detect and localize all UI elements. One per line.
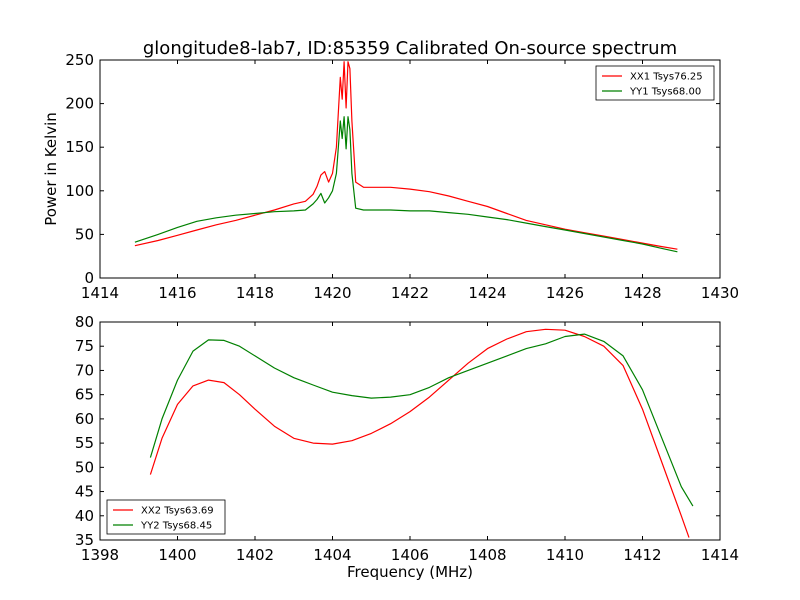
top-plot: 1414 1416 1418 1420 1422 1424 1426 1428 1430 0 50 1…	[42, 51, 739, 302]
series-line-2-1	[149, 328, 690, 538]
x-tick-label: 1418	[236, 284, 274, 302]
x-tick-label: 1408	[468, 546, 506, 564]
x-tick-label: 1402	[236, 546, 274, 564]
y-tick-label: 100	[65, 182, 94, 200]
y-tick-label: 60	[75, 410, 94, 428]
y-tick-label: 75	[75, 337, 94, 355]
x-tick-label: 1400	[158, 546, 196, 564]
series-line-2-2	[149, 333, 694, 507]
x-tick-label: 1420	[313, 284, 351, 302]
legend-entry: XX2 Tsys63.69	[141, 506, 214, 517]
y-tick-label: 65	[75, 386, 94, 404]
y-tick-label: 250	[65, 51, 94, 69]
x-tick-label: 1422	[391, 284, 429, 302]
x-tick-label: 1430	[701, 284, 739, 302]
x-axis-label: Frequency (MHz)	[347, 563, 473, 581]
x-tick-label: 1414	[701, 546, 739, 564]
x-tick-label: 1428	[623, 284, 661, 302]
y-tick-label: 50	[75, 458, 94, 476]
legend-box	[595, 65, 715, 101]
y-tick-label: 200	[65, 95, 94, 113]
legend: XX1 Tsys76.25 YY1 Tsys68.00	[595, 65, 715, 101]
y-tick-label: 55	[75, 434, 94, 452]
series-line-1-1	[134, 61, 678, 250]
bottom-plot: 1398 1400 1402 1404 1406 1408 1410 1412 1414 35 40…	[75, 313, 739, 581]
legend-entry: YY1 Tsys68.00	[629, 87, 701, 98]
legend-box	[106, 499, 226, 535]
y-tick-label: 150	[65, 138, 94, 156]
y-tick-label: 50	[75, 225, 94, 243]
legend: XX2 Tsys63.69 YY2 Tsys68.45	[106, 499, 226, 535]
y-tick-label: 35	[75, 531, 94, 549]
x-tick-label: 1426	[546, 284, 584, 302]
series-line-1-2	[134, 116, 678, 253]
legend-entry: YY2 Tsys68.45	[140, 521, 212, 532]
y-axis-label: Power in Kelvin	[42, 112, 60, 226]
x-tick-label: 1410	[546, 546, 584, 564]
legend-entry: XX1 Tsys76.25	[630, 72, 703, 83]
x-tick-label: 1398	[81, 546, 119, 564]
x-tick-label: 1406	[391, 546, 429, 564]
y-tick-label: 0	[84, 269, 94, 287]
y-tick-label: 40	[75, 507, 94, 525]
y-tick-label: 80	[75, 313, 94, 331]
chart-title: glongitude8-lab7, ID:85359 Calibrated On…	[143, 38, 677, 59]
x-tick-label: 1424	[468, 284, 506, 302]
x-tick-label: 1404	[313, 546, 351, 564]
x-tick-label: 1414	[81, 284, 119, 302]
y-tick-label: 70	[75, 361, 94, 379]
x-tick-label: 1412	[623, 546, 661, 564]
y-tick-label: 45	[75, 483, 94, 501]
x-tick-label: 1416	[158, 284, 196, 302]
